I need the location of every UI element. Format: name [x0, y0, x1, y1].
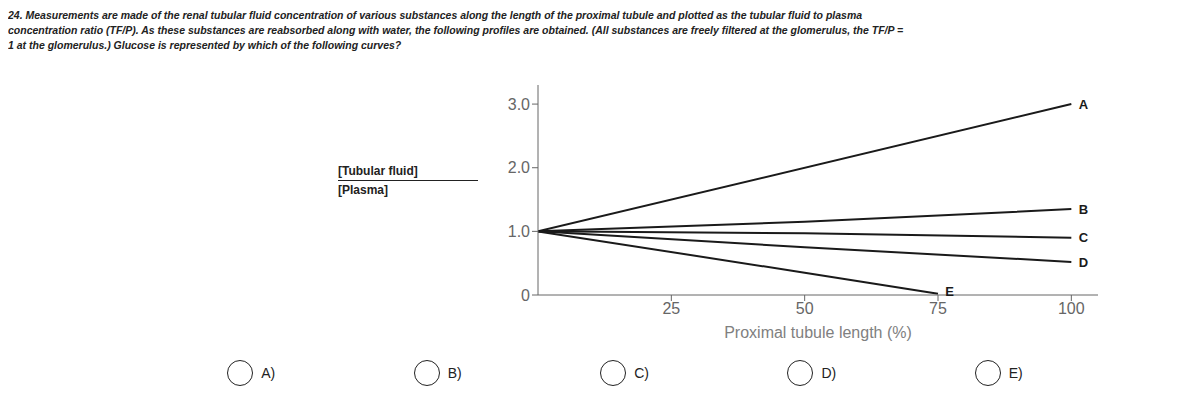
svg-text:A: A: [1079, 97, 1089, 112]
html-text:[Tubular fluid]: [Tubular fluid]: [338, 163, 418, 178]
svg-text:1.0: 1.0: [508, 223, 530, 240]
svg-text:100: 100: [1058, 300, 1085, 317]
html-text:1 at the glomerulus.) Glucose: 1 at the glomerulus.) Glucose is represe…: [8, 39, 402, 51]
html-text:C): C): [634, 364, 649, 381]
svg-text:50: 50: [796, 300, 814, 317]
svg-text:75: 75: [929, 300, 947, 317]
svg-text:C: C: [1079, 230, 1089, 245]
html-text:E): E): [1008, 364, 1023, 381]
svg-text:0: 0: [521, 287, 530, 304]
html-text:A): A): [261, 364, 276, 381]
html-text:[Plasma]: [Plasma]: [338, 182, 388, 197]
svg-text:2.0: 2.0: [508, 159, 530, 176]
svg-text:Proximal tubule length (%): Proximal tubule length (%): [724, 324, 912, 341]
svg-text:25: 25: [662, 300, 680, 317]
html-text:B): B): [447, 364, 462, 381]
svg-text:B: B: [1079, 202, 1088, 217]
html-text:D): D): [821, 364, 837, 381]
html-text:concentration ratio (TF/P). As: concentration ratio (TF/P). As these sub…: [8, 24, 904, 36]
svg-text:E: E: [945, 284, 954, 299]
html-text:24. Measurements are made of t: 24. Measurements are made of the renal t…: [8, 9, 863, 21]
svg-text:3.0: 3.0: [508, 96, 530, 113]
svg-text:D: D: [1079, 255, 1088, 270]
